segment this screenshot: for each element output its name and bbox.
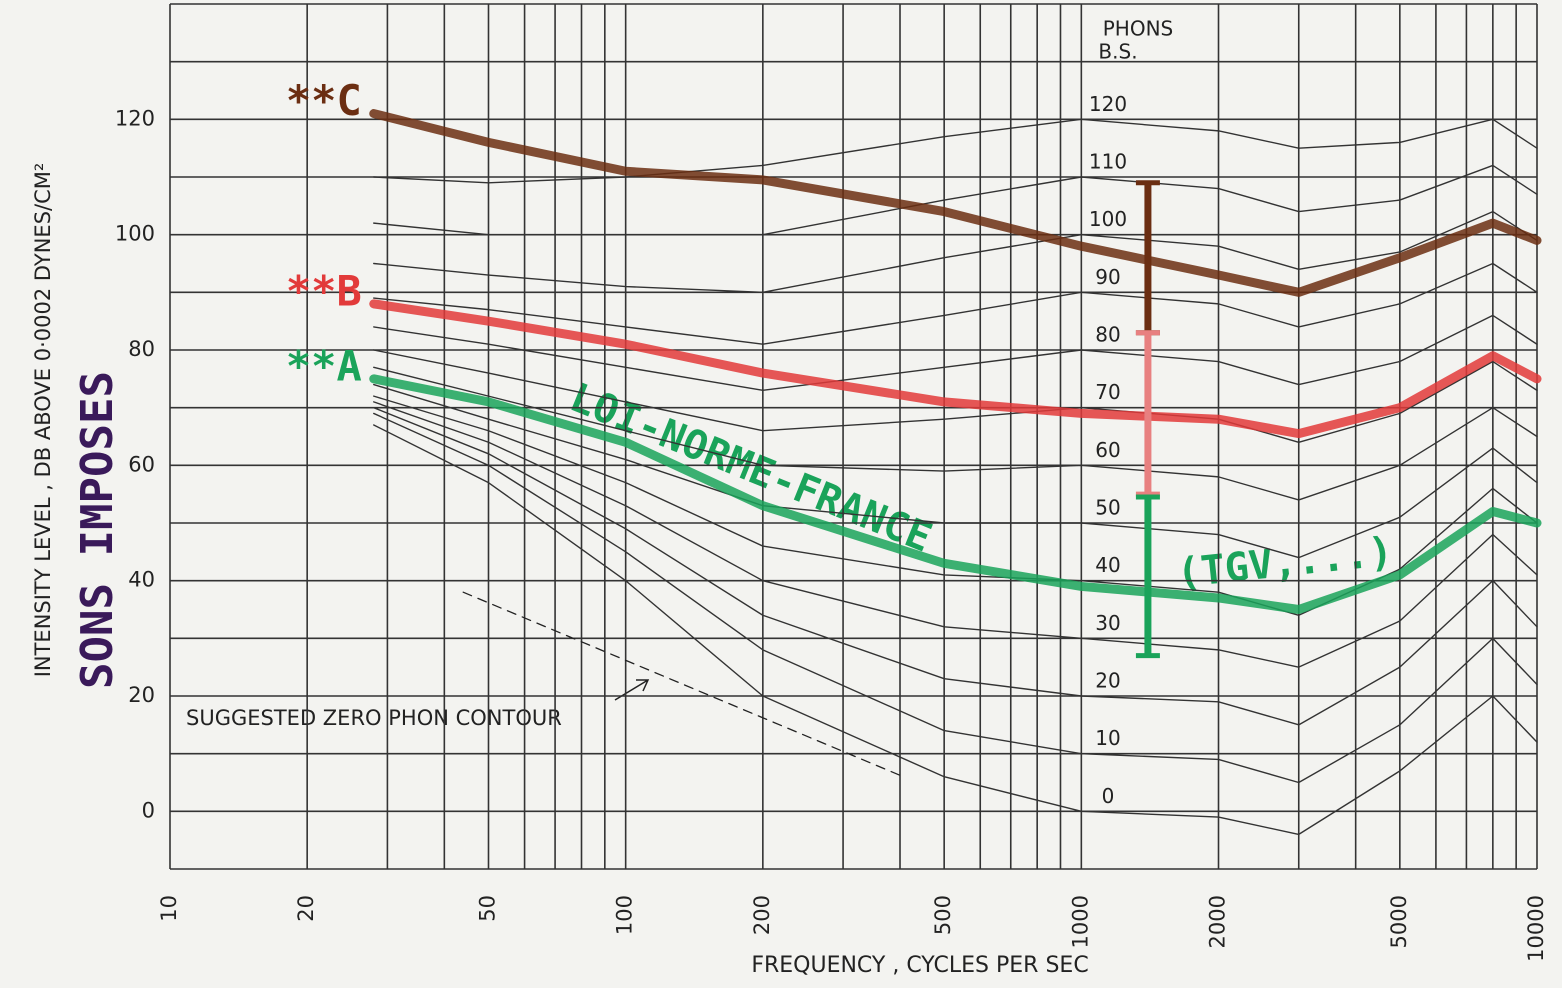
x-tick-label: 5000 xyxy=(1387,895,1411,948)
phon-label: 120 xyxy=(1089,92,1127,116)
y-tick-label: 40 xyxy=(128,568,155,592)
y-tick-label: 120 xyxy=(115,106,155,130)
phon-label: 90 xyxy=(1095,265,1120,289)
zero-contour-label: SUGGESTED ZERO PHON CONTOUR xyxy=(186,706,562,730)
phon-label: 100 xyxy=(1089,207,1127,231)
y-tick-label: 60 xyxy=(128,452,155,476)
phons-header: B.S. xyxy=(1098,40,1137,64)
phons-header: PHONS xyxy=(1103,17,1174,41)
phon-label: 20 xyxy=(1095,669,1120,693)
phon-label: 0 xyxy=(1102,784,1115,808)
phon-label: 50 xyxy=(1095,496,1120,520)
y-tick-label: 20 xyxy=(128,683,155,707)
x-tick-label: 50 xyxy=(475,895,499,922)
y-tick-label: 0 xyxy=(142,798,155,822)
phon-label: 30 xyxy=(1095,611,1120,635)
series-label: **A xyxy=(286,341,362,390)
x-tick-label: 200 xyxy=(750,895,774,935)
x-tick-label: 10000 xyxy=(1524,895,1548,962)
phon-label: 40 xyxy=(1095,553,1120,577)
phon-label: 70 xyxy=(1095,380,1120,404)
phon-label: 110 xyxy=(1089,150,1127,174)
x-tick-label: 10 xyxy=(157,895,181,922)
annotation: SONS IMPOSES xyxy=(72,371,123,689)
x-tick-label: 20 xyxy=(294,895,318,922)
phon-label: 80 xyxy=(1095,323,1120,347)
chart: FREQUENCY , CYCLES PER SEC INTENSITY LEV… xyxy=(0,0,1562,988)
x-tick-label: 100 xyxy=(613,895,637,935)
y-axis-label: INTENSITY LEVEL , DB ABOVE 0·0002 DYNES/… xyxy=(31,163,55,678)
phon-label: 60 xyxy=(1095,438,1120,462)
x-tick-label: 2000 xyxy=(1206,895,1230,948)
y-tick-label: 80 xyxy=(128,337,155,361)
phon-label: 10 xyxy=(1095,726,1120,750)
x-tick-label: 500 xyxy=(931,895,955,935)
x-tick-label: 1000 xyxy=(1068,895,1092,948)
series-label: **C xyxy=(286,76,362,125)
x-axis-label: FREQUENCY , CYCLES PER SEC xyxy=(751,953,1088,978)
y-tick-label: 100 xyxy=(115,222,155,246)
series-label: **B xyxy=(286,266,362,315)
